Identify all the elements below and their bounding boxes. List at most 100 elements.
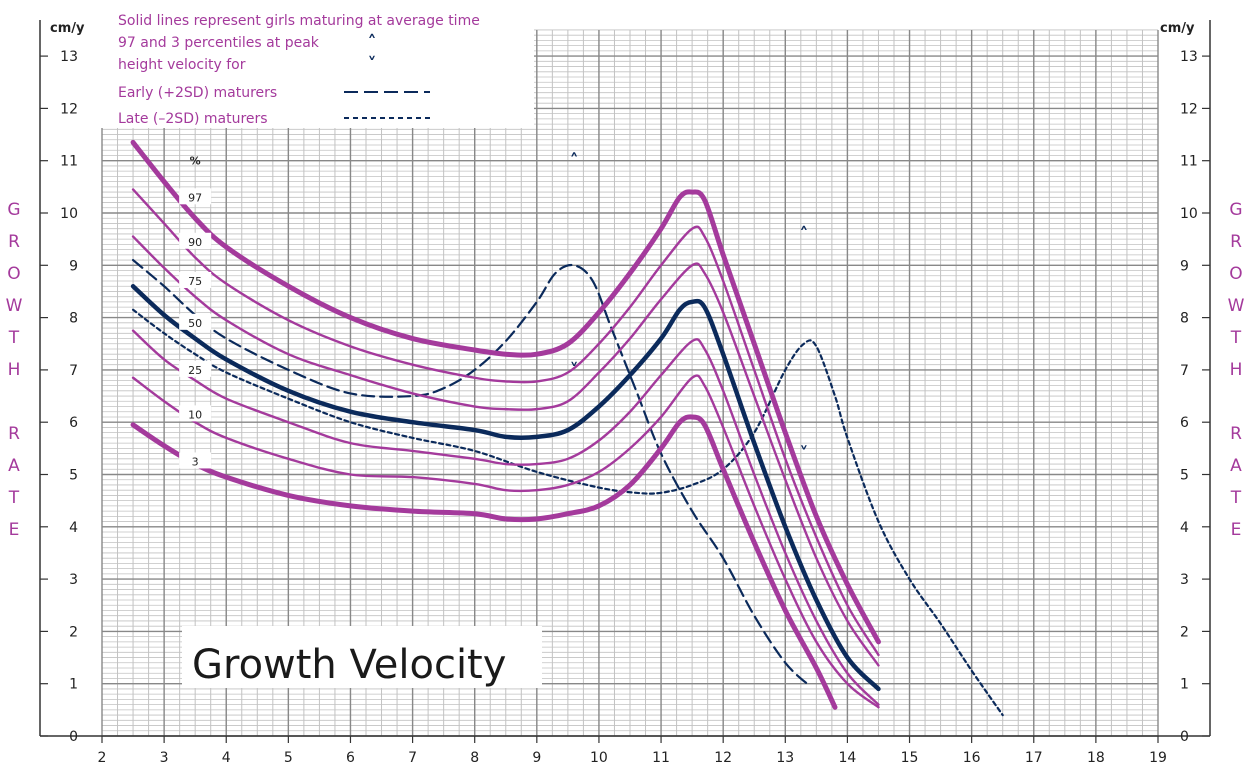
y-tick-label-right: 12 <box>1180 101 1198 117</box>
y-tick-label-left: 9 <box>69 258 78 274</box>
y-tick-label-left: 3 <box>69 572 78 588</box>
series-line-late-2sd-maturers <box>131 308 1004 717</box>
y-tick-label-left: 2 <box>69 624 78 640</box>
y-tick-label-left: 10 <box>60 206 78 222</box>
side-title-letter: W <box>6 296 23 316</box>
series-line-early-2sd-maturers <box>131 258 812 688</box>
y-tick-label-right: 0 <box>1180 729 1189 745</box>
side-title-letter: T <box>8 328 20 348</box>
series-line-3 <box>130 414 838 710</box>
y-tick-label-right: 11 <box>1180 154 1198 170</box>
y-tick-label-right: 10 <box>1180 206 1198 222</box>
side-title-letter: O <box>7 264 20 284</box>
curves <box>130 139 1004 717</box>
series-line-90 <box>131 188 880 657</box>
x-tick-label: 15 <box>901 750 919 766</box>
percentile-label: 50 <box>188 317 202 330</box>
series-line-97 <box>130 139 881 645</box>
percentile-label-bg <box>179 405 212 422</box>
side-title-letter: T <box>1230 328 1242 348</box>
y-tick-label-left: 4 <box>69 520 78 536</box>
peak-marker-late-up: ˄ <box>799 224 808 245</box>
peak-markers: ˄ ˅ ˄ ˅ <box>570 151 809 465</box>
side-title-letter: A <box>1230 456 1242 476</box>
y-tick-label-left: 0 <box>69 729 78 745</box>
percentile-label: 90 <box>188 236 202 249</box>
percentile-label-bg <box>179 271 212 288</box>
x-tick-label: 14 <box>838 750 856 766</box>
percentile-header: % <box>190 154 201 167</box>
legend-late: Late (–2SD) maturers <box>118 111 268 127</box>
x-tick-label: 17 <box>1025 750 1043 766</box>
peak-marker-late-down: ˅ <box>799 444 808 465</box>
side-title-letter: E <box>1231 520 1242 540</box>
y-tick-label-left: 13 <box>60 49 78 65</box>
x-tick-label: 6 <box>346 750 355 766</box>
x-tick-label: 10 <box>590 750 608 766</box>
y-tick-label-left: 8 <box>69 311 78 327</box>
percentile-labels: % 97 90 75 50 25 10 3 <box>179 154 212 469</box>
percentile-label: 3 <box>192 455 199 468</box>
legend-box <box>98 4 534 128</box>
x-tick-label: 13 <box>776 750 794 766</box>
side-title-letter: T <box>1230 488 1242 508</box>
y-tick-label-right: 5 <box>1180 468 1189 484</box>
percentile-label-bg <box>179 313 212 330</box>
x-tick-label: 4 <box>222 750 231 766</box>
y-tick-label-right: 7 <box>1180 363 1189 379</box>
percentile-label: 25 <box>188 364 202 377</box>
y-tick-label-right: 2 <box>1180 624 1189 640</box>
peak-marker-early-down: ˅ <box>570 360 579 381</box>
major-grid <box>39 19 1211 737</box>
y-tick-label-left: 11 <box>60 154 78 170</box>
peak-marker-early-up: ˄ <box>570 151 579 172</box>
y-tick-label-right: 13 <box>1180 49 1198 65</box>
percentile-label-bg <box>179 452 212 469</box>
legend-line-3: height velocity for <box>118 57 246 73</box>
y-tick-label-left: 1 <box>69 677 78 693</box>
y-tick-label-left: 6 <box>69 415 78 431</box>
legend-line-2: 97 and 3 percentiles at peak <box>118 35 320 51</box>
side-title-letter: O <box>1229 264 1242 284</box>
chart-title: Growth Velocity <box>192 642 506 688</box>
percentile-label: 10 <box>188 408 202 421</box>
legend-early: Early (+2SD) maturers <box>118 85 277 101</box>
series-line-25 <box>131 329 880 706</box>
axis-ticks: 2 3 4 5 6 7 8 9 10 11 12 13 14 15 16 17 18 190 01 12 23 34 45 5… <box>40 49 1210 766</box>
x-tick-label: 2 <box>98 750 107 766</box>
x-tick-label: 18 <box>1087 750 1105 766</box>
x-tick-label: 9 <box>532 750 541 766</box>
title-background <box>182 626 542 688</box>
side-title-letter: H <box>8 360 21 380</box>
y-tick-label-right: 6 <box>1180 415 1189 431</box>
side-title-letter: G <box>1229 200 1242 220</box>
x-tick-label: 12 <box>714 750 732 766</box>
side-title-letter: R <box>1230 424 1242 444</box>
left-unit-label: cm/y <box>50 21 85 36</box>
side-title-letter: H <box>1230 360 1243 380</box>
series-line-75 <box>131 235 880 667</box>
side-title-letter: T <box>8 488 20 508</box>
x-tick-label: 16 <box>963 750 981 766</box>
percentile-label: 75 <box>188 275 202 288</box>
side-title-letter: A <box>8 456 20 476</box>
y-tick-label-left: 12 <box>60 101 78 117</box>
y-tick-label-right: 1 <box>1180 677 1189 693</box>
side-title-letter: R <box>8 232 20 252</box>
legend-line-1: Solid lines represent girls maturing at … <box>118 13 480 29</box>
y-tick-label-right: 4 <box>1180 520 1189 536</box>
y-tick-label-right: 3 <box>1180 572 1189 588</box>
right-unit-label: cm/y <box>1160 21 1195 36</box>
series-line-10 <box>131 374 880 709</box>
percentile-label-bg <box>179 232 212 249</box>
y-tick-label-right: 9 <box>1180 258 1189 274</box>
percentile-label: 97 <box>188 191 202 204</box>
y-tick-label-left: 5 <box>69 468 78 484</box>
y-tick-label-left: 7 <box>69 363 78 379</box>
legend-down-marker: ˅ <box>368 54 377 75</box>
side-title-letter: R <box>1230 232 1242 252</box>
side-title-letter: E <box>9 520 20 540</box>
side-title-letter: G <box>7 200 20 220</box>
legend-up-marker: ˄ <box>368 32 377 53</box>
x-tick-label: 19 <box>1149 750 1167 766</box>
